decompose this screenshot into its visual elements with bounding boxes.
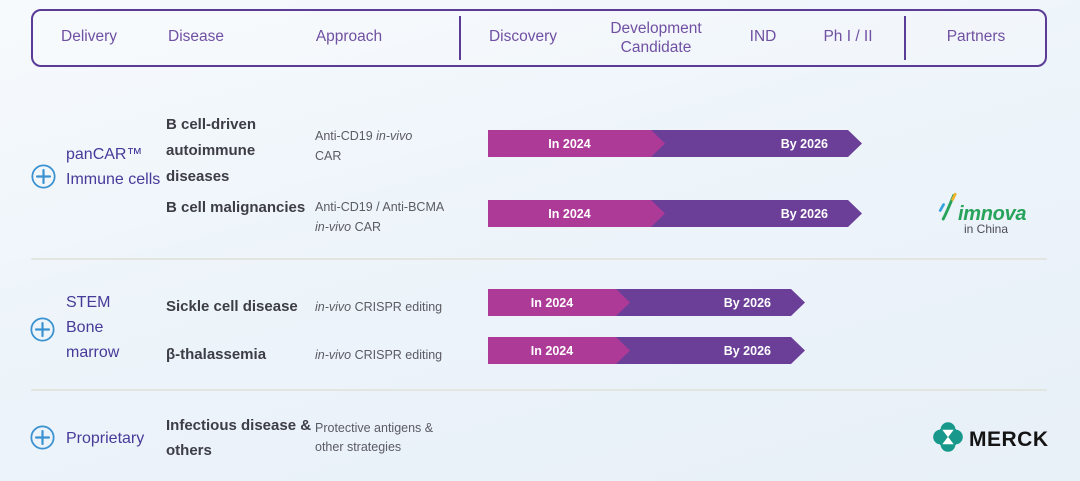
platform-proprietary: Proprietary <box>66 430 145 447</box>
milestone-in-2024: In 2024 <box>548 206 591 221</box>
expand-plus-icon[interactable] <box>31 164 56 194</box>
timeline-arrow-thalassemia: By 2026 In 2024 <box>488 337 805 364</box>
column-header-delivery: Delivery <box>61 28 117 45</box>
phase2-arrow-segment: By 2026 <box>638 130 862 157</box>
disease-beta-thalassemia: β-thalassemia <box>166 346 267 363</box>
column-header-partners: Partners <box>946 28 1006 45</box>
approach-anti-cd19-bcma-invivo-car: Anti-CD19 / Anti-BCMA in-vivo CAR <box>315 197 485 237</box>
column-header-approach: Approach <box>315 28 383 45</box>
approach-italic-text: in-vivo <box>315 220 352 234</box>
partner-simnova-logo: imnova <box>938 190 1027 226</box>
disease-infectious-others: Infectious disease & others <box>166 417 312 459</box>
milestone-in-2024: In 2024 <box>548 136 591 151</box>
column-header-ph1-2: Ph I / II <box>823 28 873 45</box>
approach-italic-text: in-vivo <box>315 300 352 314</box>
timeline-arrow-autoimmune: By 2026 In 2024 <box>488 130 862 157</box>
column-header-development-candidate: Development Candidate <box>610 20 702 56</box>
phase2-arrow-segment: By 2026 <box>602 289 805 316</box>
milestone-by-2026: By 2026 <box>780 136 828 151</box>
approach-text: Anti-CD19 <box>315 129 373 143</box>
column-header-ind: IND <box>749 28 777 45</box>
phase2-arrow-segment: By 2026 <box>638 200 862 227</box>
stage-header-box <box>31 9 1047 67</box>
platform-stem-bone-marrow: STEM Bone marrow <box>66 294 120 361</box>
milestone-in-2024: In 2024 <box>530 295 574 310</box>
milestone-by-2026: By 2026 <box>723 295 771 310</box>
phase1-arrow-segment: In 2024 <box>488 289 630 316</box>
approach-text: Protective antigens & other strategies <box>315 421 434 454</box>
section-divider <box>31 258 1047 260</box>
approach-text-2: CAR <box>351 220 381 234</box>
phase1-arrow-segment: In 2024 <box>488 130 665 157</box>
approach-italic-text: in-vivo <box>372 129 413 143</box>
approach-anti-cd19-invivo-car: Anti-CD19 in-vivo CAR <box>315 126 475 166</box>
milestone-by-2026: By 2026 <box>780 206 828 221</box>
section-divider <box>31 389 1047 391</box>
header-divider-left <box>459 16 461 60</box>
approach-text-2: CRISPR editing <box>351 300 443 314</box>
platform-pancar-immune-cells: panCAR™ Immune cells <box>66 146 161 188</box>
timeline-arrow-malignancies: By 2026 In 2024 <box>488 200 862 227</box>
timeline-arrow-sickle-cell: By 2026 In 2024 <box>488 289 805 316</box>
phase1-arrow-segment: In 2024 <box>488 337 630 364</box>
disease-sickle-cell: Sickle cell disease <box>166 298 298 315</box>
phase2-arrow-segment: By 2026 <box>602 337 805 364</box>
header-divider-right <box>904 16 906 60</box>
disease-b-cell-malignancies: B cell malignancies <box>166 199 306 216</box>
simnova-logo-icon <box>938 190 957 226</box>
milestone-in-2024: In 2024 <box>530 343 574 358</box>
simnova-location-note: in China <box>963 222 1009 236</box>
simnova-wordmark: imnova <box>958 203 1027 225</box>
approach-text-2: CRISPR editing <box>351 348 443 362</box>
approach-text: Anti-CD19 / Anti-BCMA <box>315 200 445 214</box>
expand-plus-icon[interactable] <box>30 317 55 347</box>
milestone-by-2026: By 2026 <box>723 343 771 358</box>
approach-text-2: CAR <box>315 149 342 163</box>
column-header-disease: Disease <box>168 28 224 45</box>
merck-logo-icon <box>932 421 964 458</box>
approach-protective-antigens: Protective antigens & other strategies <box>315 419 450 457</box>
approach-invivo-crispr-2: in-vivo CRISPR editing <box>315 345 475 365</box>
approach-italic-text: in-vivo <box>315 348 352 362</box>
disease-b-cell-autoimmune: B cell-driven autoimmune diseases <box>166 116 257 185</box>
phase1-arrow-segment: In 2024 <box>488 200 665 227</box>
approach-invivo-crispr-1: in-vivo CRISPR editing <box>315 297 475 317</box>
partner-merck-logo: MERCK <box>932 421 1049 458</box>
expand-plus-icon[interactable] <box>30 425 55 455</box>
merck-wordmark: MERCK <box>969 427 1049 451</box>
column-header-discovery: Discovery <box>488 28 558 45</box>
